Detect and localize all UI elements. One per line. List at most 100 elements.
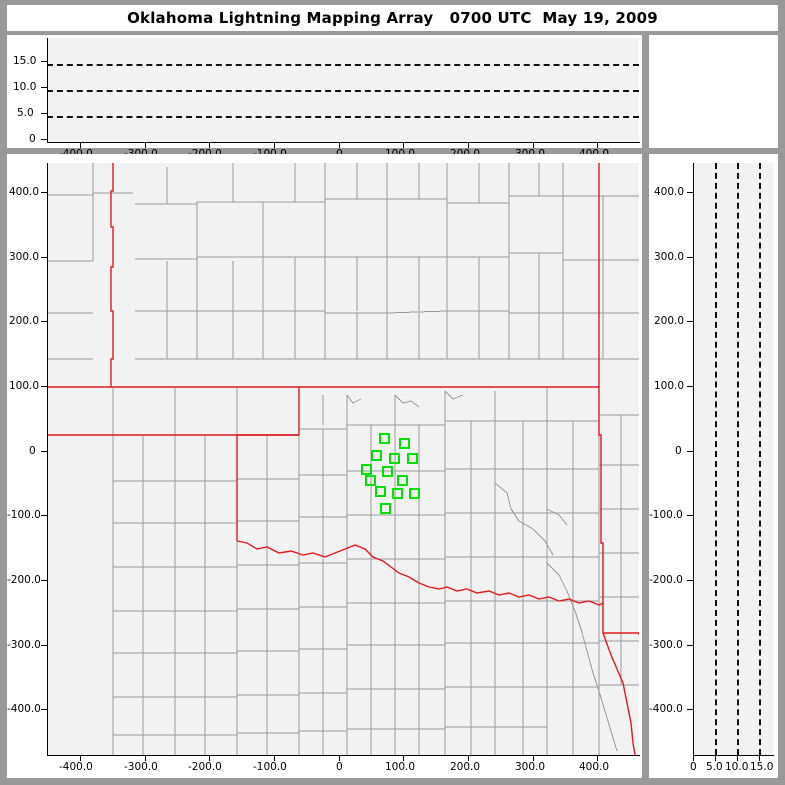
- right-xticklabel-5: 5.0: [706, 761, 723, 773]
- source-marker: [379, 433, 390, 444]
- map-ytick--400: [41, 709, 48, 710]
- map-yticklabel-0: 0: [29, 445, 36, 457]
- right-yticklabel--200: -200.0: [649, 574, 683, 586]
- map-ytick-400: [41, 192, 48, 193]
- gridline-x-15: [759, 163, 761, 755]
- source-marker: [399, 438, 410, 449]
- gridline-y-5: [47, 116, 639, 118]
- map-panel: 400.0 300.0 200.0 100.0 0 -100.0 -200.0 …: [7, 154, 642, 778]
- map-xtick-0: [339, 755, 340, 761]
- map-xtick--100: [274, 755, 275, 761]
- source-marker: [380, 503, 391, 514]
- right-xtick-10: [737, 755, 738, 761]
- page-title: Oklahoma Lightning Mapping Array 0700 UT…: [127, 9, 658, 27]
- state-boundaries: [47, 163, 639, 755]
- right-ytick-100: [687, 386, 694, 387]
- source-marker: [397, 475, 408, 486]
- top-panel-y-axis: [47, 38, 48, 143]
- county-boundaries: [47, 163, 639, 755]
- map-xticklabel-200: 200.0: [450, 761, 481, 773]
- map-ytick--100: [41, 515, 48, 516]
- map-plot-area[interactable]: [47, 163, 639, 755]
- right-yticklabel-200: 200.0: [654, 315, 685, 327]
- map-x-axis: [47, 755, 640, 756]
- map-yticklabel-400: 400.0: [9, 186, 40, 198]
- right-height-panel: 400.0 300.0 200.0 100.0 0 -100.0 -200.0 …: [649, 154, 778, 778]
- lightning-source-markers: [361, 433, 420, 514]
- top-yticklabel-5: 5.0: [17, 107, 34, 119]
- top-xtick-0: [339, 142, 340, 148]
- top-ytick-15: [41, 61, 48, 62]
- right-xticklabel-15: 15.0: [750, 761, 774, 773]
- map-y-axis: [47, 163, 48, 756]
- map-ytick-100: [41, 386, 48, 387]
- right-xticklabel-10: 10.0: [725, 761, 749, 773]
- right-ytick--400: [687, 709, 694, 710]
- right-ytick-400: [687, 192, 694, 193]
- top-xtick-400: [597, 142, 598, 148]
- map-yticklabel-300: 300.0: [9, 251, 40, 263]
- top-xtick--400: [80, 142, 81, 148]
- right-yticklabel-0: 0: [675, 445, 682, 457]
- map-ytick--200: [41, 580, 48, 581]
- top-yticklabel-10: 10.0: [13, 81, 37, 93]
- top-xtick-200: [468, 142, 469, 148]
- map-xticklabel-300: 300.0: [515, 761, 546, 773]
- map-xticklabel--200: -200.0: [188, 761, 222, 773]
- top-xtick-300: [533, 142, 534, 148]
- right-ytick-0: [687, 451, 694, 452]
- top-xtick-100: [403, 142, 404, 148]
- map-xticklabel--100: -100.0: [253, 761, 287, 773]
- map-xtick--200: [209, 755, 210, 761]
- source-marker: [382, 466, 393, 477]
- top-ytick-5: [41, 113, 48, 114]
- right-panel-y-axis: [693, 163, 694, 756]
- source-marker: [407, 453, 418, 464]
- map-xticklabel-400: 400.0: [579, 761, 610, 773]
- source-marker: [392, 488, 403, 499]
- top-height-panel: 15.0 10.0 5.0 0 -400.0 -300.0 -200.0 -10…: [7, 35, 642, 160]
- source-marker: [389, 453, 400, 464]
- top-ytick-10: [41, 87, 48, 88]
- source-marker: [361, 464, 372, 475]
- title-bar: Oklahoma Lightning Mapping Array 0700 UT…: [7, 5, 778, 31]
- map-yticklabel--100: -100.0: [7, 509, 41, 521]
- right-xtick-0: [693, 755, 694, 761]
- source-marker: [365, 475, 376, 486]
- map-ytick-200: [41, 321, 48, 322]
- right-ytick-300: [687, 257, 694, 258]
- top-panel-plot-area: [47, 38, 639, 142]
- right-panel-plot-area: [693, 163, 773, 755]
- map-yticklabel--300: -300.0: [7, 639, 41, 651]
- top-xtick--200: [209, 142, 210, 148]
- map-vector-layer: [47, 163, 639, 755]
- right-ytick-200: [687, 321, 694, 322]
- map-ytick-300: [41, 257, 48, 258]
- top-xtick--100: [274, 142, 275, 148]
- map-yticklabel-200: 200.0: [9, 315, 40, 327]
- right-ytick--100: [687, 515, 694, 516]
- map-xticklabel--300: -300.0: [124, 761, 158, 773]
- right-yticklabel-100: 100.0: [654, 380, 685, 392]
- map-xtick-100: [403, 755, 404, 761]
- map-xticklabel-0: 0: [336, 761, 343, 773]
- top-xtick--300: [145, 142, 146, 148]
- map-xticklabel-100: 100.0: [385, 761, 416, 773]
- source-marker: [371, 450, 382, 461]
- top-ytick-0: [41, 139, 48, 140]
- top-panel-x-axis: [47, 142, 640, 143]
- map-yticklabel-100: 100.0: [9, 380, 40, 392]
- right-xtick-15: [759, 755, 760, 761]
- map-yticklabel--400: -400.0: [7, 703, 41, 715]
- right-yticklabel--400: -400.0: [649, 703, 683, 715]
- right-xtick-5: [715, 755, 716, 761]
- map-xtick--300: [145, 755, 146, 761]
- gridline-y-10: [47, 90, 639, 92]
- map-ytick-0: [41, 451, 48, 452]
- map-yticklabel--200: -200.0: [7, 574, 41, 586]
- map-xtick-400: [597, 755, 598, 761]
- top-yticklabel-15: 15.0: [13, 55, 37, 67]
- top-yticklabel-0: 0: [29, 133, 36, 145]
- right-panel-x-axis: [693, 755, 774, 756]
